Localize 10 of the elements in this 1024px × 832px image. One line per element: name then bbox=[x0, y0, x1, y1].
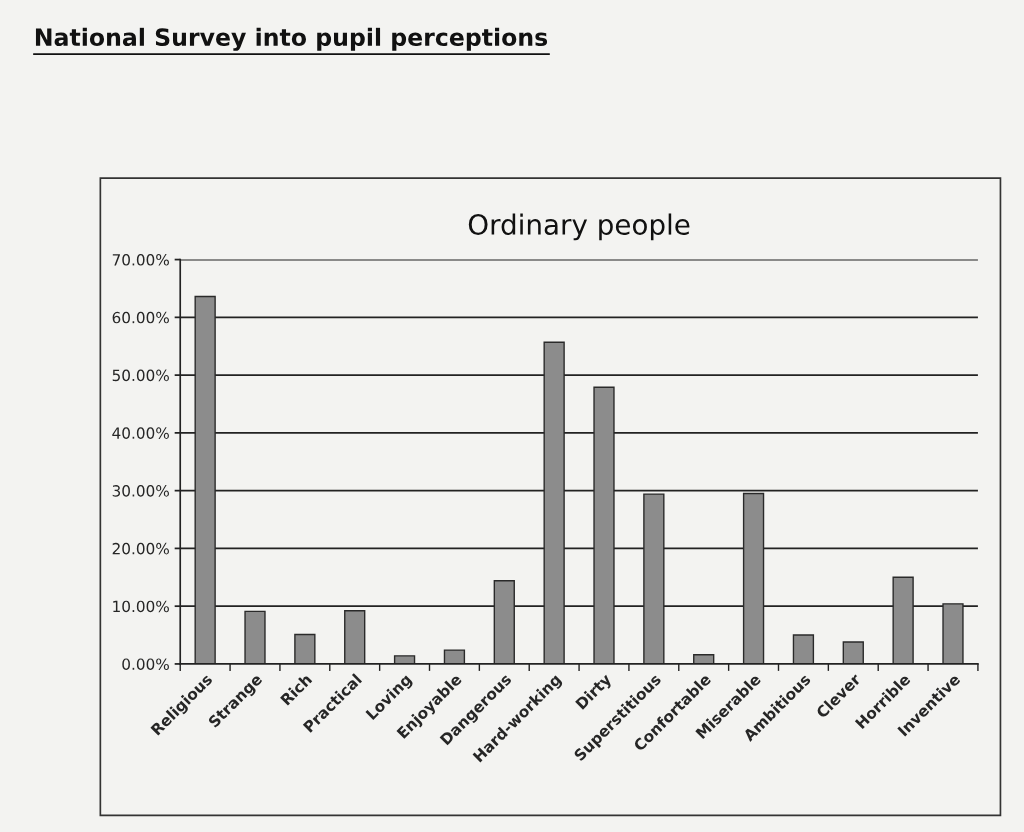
y-tick-label: 40.00% bbox=[112, 427, 169, 439]
y-tick-label: 20.00% bbox=[112, 542, 169, 555]
y-tick-label: 0.00% bbox=[122, 658, 169, 670]
y-tick-label: 50.00% bbox=[112, 369, 169, 382]
y-tick-label: 60.00% bbox=[112, 311, 169, 324]
y-tick-label: 30.00% bbox=[112, 485, 169, 497]
chart-title: National Survey into pupil perceptions bbox=[35, 27, 548, 51]
y-tick-label: 10.00% bbox=[113, 600, 169, 613]
y-tick-label: 70.00% bbox=[112, 254, 169, 266]
chart-subtitle: Ordinary people bbox=[468, 213, 690, 241]
